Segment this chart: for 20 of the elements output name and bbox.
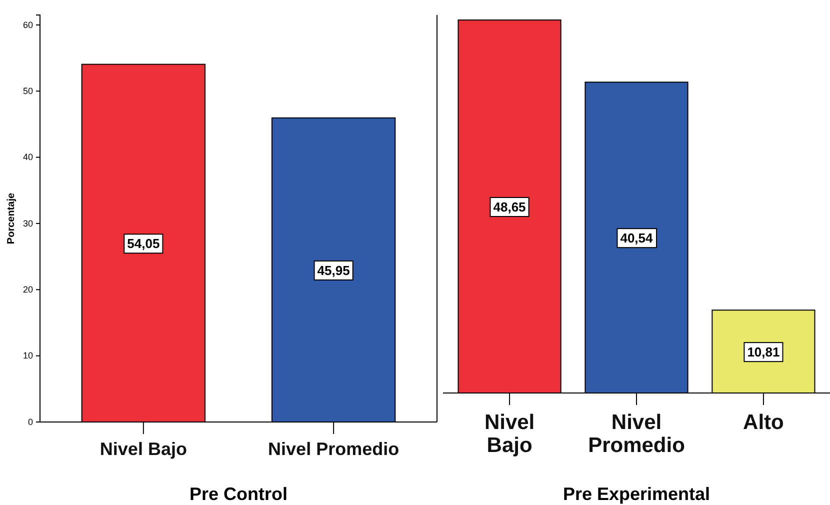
x-tick-label: Alto [743,411,784,434]
data-label: 54,05 [127,236,160,252]
x-axis-title: Pre Control [189,484,288,504]
y-tick-label: 0 [28,416,33,427]
data-label: 45,95 [317,262,350,278]
y-axis-title: Porcentaje [6,192,17,244]
y-tick-label: 20 [22,284,33,295]
y-tick-label: 10 [22,350,33,361]
x-tick-label: Nivel Promedio [588,411,685,458]
data-label: 10,81 [747,344,780,360]
y-tick-label: 30 [22,218,33,228]
data-label: 48,65 [493,200,526,214]
y-tick-label: 40 [22,152,33,162]
x-axis-title: Pre Experimental [562,484,710,504]
x-tick-label: Nivel Promedio [268,439,400,459]
x-tick-label: Nivel Bajo [484,411,535,458]
x-tick-label: Nivel Bajo [100,439,187,459]
data-label: 40,54 [620,230,654,246]
y-tick-label: 50 [22,86,33,96]
y-tick-label: 60 [22,20,33,30]
